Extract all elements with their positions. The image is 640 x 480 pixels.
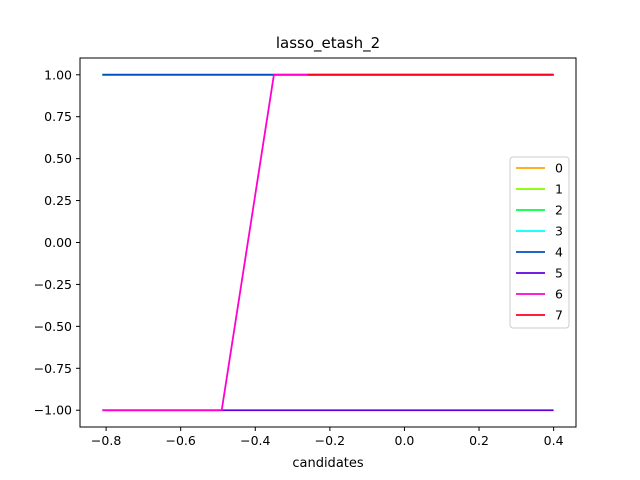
legend: 0 1 2 3 4 5 6 7	[509, 156, 570, 329]
y-tick-label: 0.25	[44, 193, 72, 208]
x-tick-label: −0.8	[91, 433, 121, 448]
legend-label-5: 5	[555, 266, 563, 281]
y-tick-label: 0.00	[44, 235, 72, 250]
x-axis-label: candidates	[292, 456, 364, 471]
x-tick-label: 0.0	[395, 433, 415, 448]
legend-label-1: 1	[555, 182, 563, 197]
x-tick-label: 0.2	[469, 433, 489, 448]
chart-title: lasso_etash_2	[276, 34, 380, 53]
legend-label-0: 0	[555, 161, 563, 176]
x-tick-label: 0.4	[544, 433, 564, 448]
x-tick-label: −0.4	[240, 433, 270, 448]
x-axis-ticks: −0.8 −0.6 −0.4 −0.2 0.0 0.2 0.4	[91, 427, 564, 448]
legend-label-3: 3	[555, 224, 563, 239]
x-tick-label: −0.6	[166, 433, 196, 448]
legend-label-6: 6	[555, 287, 563, 302]
y-axis-ticks: −1.00 −0.75 −0.50 −0.25 0.00 0.25 0.50 0.75 1.00	[34, 67, 80, 418]
y-tick-label: −0.50	[34, 319, 72, 334]
plot-lines	[102, 73, 554, 412]
y-tick-label: 1.00	[44, 67, 72, 82]
legend-label-7: 7	[555, 308, 563, 323]
y-tick-label: −0.25	[34, 277, 72, 292]
legend-label-2: 2	[555, 203, 563, 218]
legend-label-4: 4	[555, 245, 563, 260]
legend-box	[509, 156, 570, 329]
y-tick-label: 0.75	[44, 109, 72, 124]
x-tick-label: −0.2	[315, 433, 345, 448]
y-tick-label: −0.75	[34, 361, 72, 376]
y-tick-label: −1.00	[34, 403, 72, 418]
y-tick-label: 0.50	[44, 151, 72, 166]
